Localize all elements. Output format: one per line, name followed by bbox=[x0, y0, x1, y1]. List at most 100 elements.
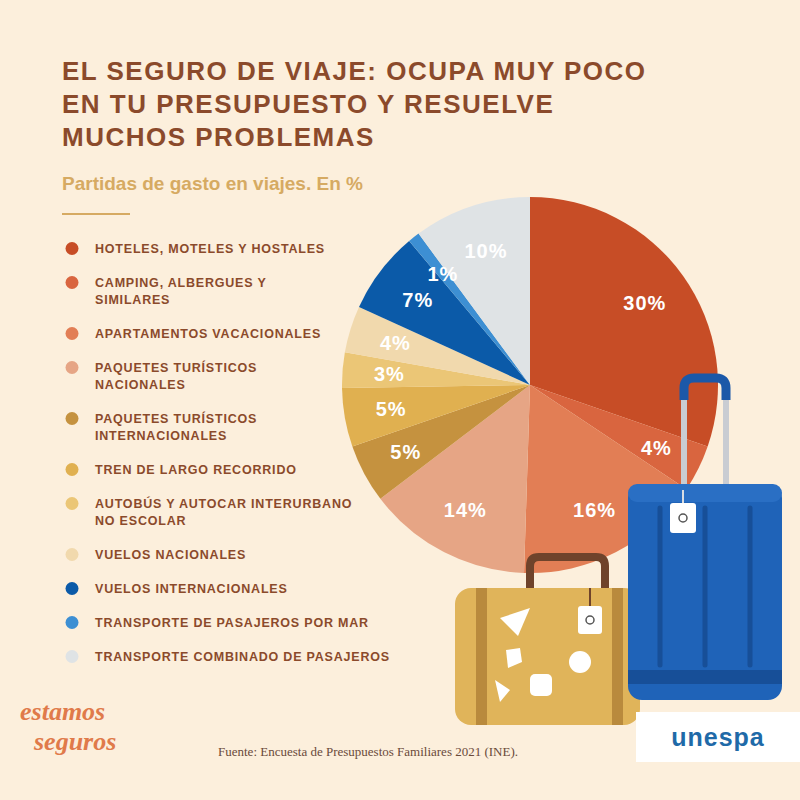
sticker bbox=[506, 648, 522, 668]
suitcase-stripe bbox=[703, 508, 708, 665]
legend-item: VUELOS NACIONALES bbox=[66, 548, 247, 562]
legend-swatch bbox=[66, 548, 79, 561]
suitcases bbox=[455, 378, 782, 725]
luggage-tag bbox=[578, 606, 602, 634]
legend-swatch bbox=[66, 327, 79, 340]
title-line: EL SEGURO DE VIAJE: OCUPA MUY POCO bbox=[62, 56, 647, 86]
legend-label: TRANSPORTE COMBINADO DE PASAJEROS bbox=[95, 650, 390, 664]
legend-swatch bbox=[66, 616, 79, 629]
legend-label: HOTELES, MOTELES Y HOSTALES bbox=[95, 242, 325, 256]
background bbox=[0, 0, 800, 800]
tag-string bbox=[589, 588, 591, 608]
legend-label: TREN DE LARGO RECORRIDO bbox=[95, 463, 297, 477]
legend-label: VUELOS NACIONALES bbox=[95, 548, 246, 562]
legend-label-line: APARTAMENTOS VACACIONALES bbox=[95, 327, 321, 341]
sticker bbox=[495, 680, 510, 702]
data-label: 16% bbox=[573, 499, 616, 521]
legend-swatch bbox=[66, 276, 79, 289]
legend-label-line: VUELOS NACIONALES bbox=[95, 548, 246, 562]
legend-swatch bbox=[66, 582, 79, 595]
subtitle-rule bbox=[62, 213, 130, 215]
legend-item: APARTAMENTOS VACACIONALES bbox=[66, 327, 322, 341]
suitcase-band bbox=[476, 588, 487, 725]
legend-label: PAQUETES TURÍSTICOS INTERNACIONALES bbox=[95, 411, 257, 443]
legend-label: AUTOBÚS Y AUTOCAR INTERURBANO NO ESCOLAR bbox=[95, 496, 352, 528]
chart-root: EL SEGURO DE VIAJE: OCUPA MUY POCOEN TU … bbox=[0, 0, 800, 800]
legend-label: CAMPING, ALBERGUES YSIMILARES bbox=[95, 276, 267, 307]
legend-item: AUTOBÚS Y AUTOCAR INTERURBANO NO ESCOLAR bbox=[66, 496, 353, 528]
pie-slice bbox=[419, 197, 530, 385]
legend-item: PAQUETES TURÍSTICOS NACIONALES bbox=[66, 360, 258, 392]
legend-label-line: NACIONALES bbox=[95, 378, 186, 392]
legend-label: TRANSPORTE DE PASAJEROS POR MAR bbox=[95, 616, 369, 630]
luggage-tag-dot bbox=[679, 514, 687, 522]
legend-item: TRANSPORTE DE PASAJEROS POR MAR bbox=[66, 616, 369, 630]
legend-item: VUELOS INTERNACIONALES bbox=[66, 582, 288, 596]
title-line: EN TU PRESUPUESTO Y RESUELVE bbox=[62, 89, 554, 119]
suitcase-body bbox=[628, 484, 782, 700]
legend-swatch bbox=[66, 497, 79, 510]
source: Fuente: Encuesta de Presupuestos Familia… bbox=[218, 744, 518, 759]
data-label: 1% bbox=[427, 263, 458, 285]
data-label: 10% bbox=[464, 240, 507, 262]
legend-item: CAMPING, ALBERGUES YSIMILARES bbox=[66, 276, 267, 307]
legend-label-line: INTERNACIONALES bbox=[95, 429, 227, 443]
data-label: 3% bbox=[374, 363, 405, 385]
legend-swatch bbox=[66, 650, 79, 663]
data-labels: 30% 4% 16% 14% 5% 5% 3% 4% 7% 1% 10% bbox=[374, 240, 672, 521]
data-label: 5% bbox=[376, 398, 407, 420]
legend-swatch bbox=[66, 361, 79, 374]
chart-svg: EL SEGURO DE VIAJE: OCUPA MUY POCOEN TU … bbox=[0, 0, 800, 800]
legend-swatch bbox=[66, 242, 79, 255]
suitcase-stripe bbox=[658, 508, 663, 665]
suitcase-band bbox=[628, 670, 782, 684]
brand-text: seguros bbox=[33, 727, 116, 756]
subtitle: Partidas de gasto en viajes. En % bbox=[62, 173, 363, 194]
sticker bbox=[500, 608, 530, 636]
data-label: 4% bbox=[641, 437, 672, 459]
sticker bbox=[530, 674, 552, 696]
legend-item: HOTELES, MOTELES Y HOSTALES bbox=[66, 242, 325, 256]
pie-slice bbox=[342, 385, 530, 446]
legend-label-line: VUELOS INTERNACIONALES bbox=[95, 582, 288, 596]
data-label: 5% bbox=[390, 441, 421, 463]
legend-swatch bbox=[66, 463, 79, 476]
logo: unespa bbox=[671, 723, 765, 751]
legend-label-line: CAMPING, ALBERGUES Y bbox=[95, 276, 267, 290]
suitcase-band bbox=[612, 588, 623, 725]
suitcase-handle bbox=[684, 378, 726, 400]
tag-string bbox=[682, 490, 684, 505]
legend-label: VUELOS INTERNACIONALES bbox=[95, 582, 288, 596]
title: EL SEGURO DE VIAJE: OCUPA MUY POCOEN TU … bbox=[62, 56, 647, 152]
suitcase-body bbox=[455, 588, 640, 725]
legend-swatch bbox=[66, 412, 79, 425]
data-label: 7% bbox=[402, 289, 433, 311]
legend-label-line: PAQUETES TURÍSTICOS bbox=[95, 411, 257, 426]
legend-label-line: PAQUETES TURÍSTICOS bbox=[95, 360, 257, 375]
legend-item: TREN DE LARGO RECORRIDO bbox=[66, 463, 297, 477]
title-line: MUCHOS PROBLEMAS bbox=[62, 122, 375, 152]
legend-label-line: AUTOBÚS Y AUTOCAR INTERURBANO bbox=[95, 496, 352, 511]
legend-label-line: TREN DE LARGO RECORRIDO bbox=[95, 463, 297, 477]
suitcase-rim bbox=[628, 484, 782, 502]
legend-label: APARTAMENTOS VACACIONALES bbox=[95, 327, 321, 341]
legend-item: PAQUETES TURÍSTICOS INTERNACIONALES bbox=[66, 411, 258, 443]
legend-label-line: TRANSPORTE DE PASAJEROS POR MAR bbox=[95, 616, 369, 630]
logo-box bbox=[636, 712, 800, 762]
data-label: 4% bbox=[380, 332, 411, 354]
data-label: 30% bbox=[623, 292, 666, 314]
suitcase-pole bbox=[723, 385, 729, 487]
legend-label-line: NO ESCOLAR bbox=[95, 514, 186, 528]
luggage-tag bbox=[670, 503, 696, 533]
sticker bbox=[569, 651, 591, 673]
legend-item: TRANSPORTE COMBINADO DE PASAJEROS bbox=[66, 650, 390, 664]
suitcase-pole bbox=[681, 385, 687, 487]
brand-text: estamos bbox=[20, 697, 105, 726]
legend-label-line: HOTELES, MOTELES Y HOSTALES bbox=[95, 242, 325, 256]
legend-label-line: TRANSPORTE COMBINADO DE PASAJEROS bbox=[95, 650, 390, 664]
legend: HOTELES, MOTELES Y HOSTALES CAMPING, ALBE… bbox=[66, 242, 390, 664]
legend-label: PAQUETES TURÍSTICOS NACIONALES bbox=[95, 360, 257, 392]
luggage-tag-dot bbox=[586, 616, 594, 624]
data-label: 14% bbox=[444, 499, 487, 521]
suitcase-handle bbox=[530, 557, 605, 592]
